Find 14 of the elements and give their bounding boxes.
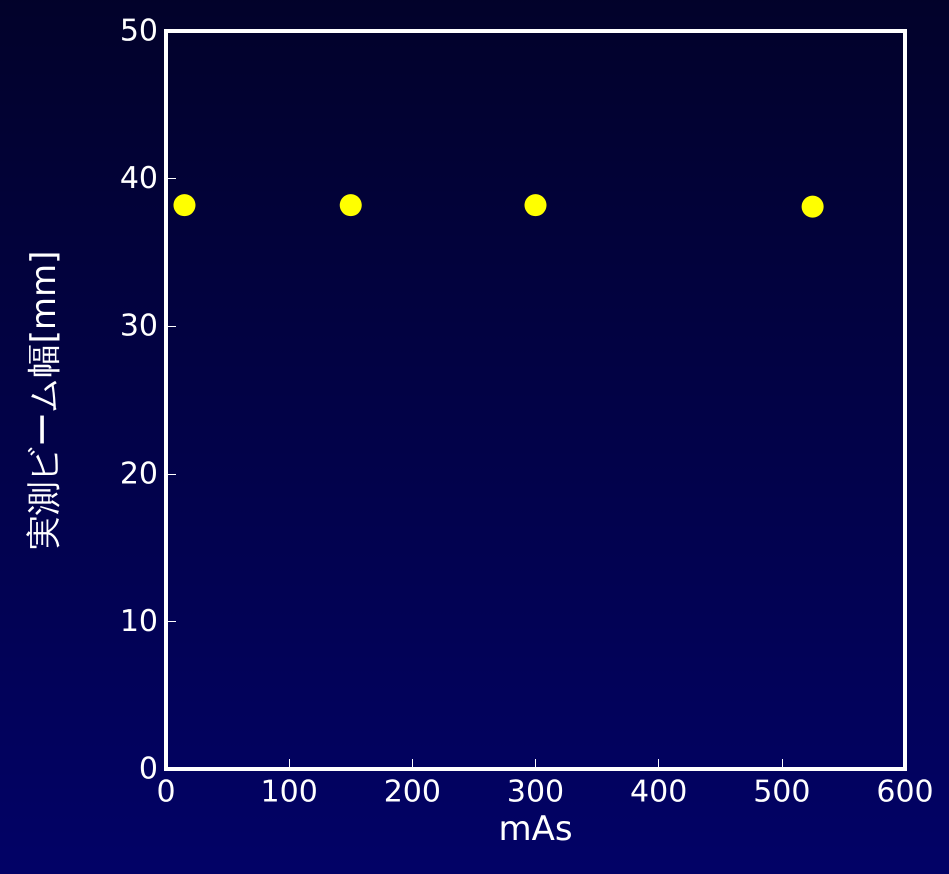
y-tick-label: 20	[120, 456, 158, 492]
x-tick-label: 100	[260, 774, 318, 810]
x-tick-label: 600	[876, 774, 934, 810]
y-tick-label: 10	[120, 604, 158, 639]
x-tick-label: 300	[506, 774, 564, 810]
y-axis-title: 実測ビーム幅[mm]	[24, 250, 64, 550]
x-tick-label: 500	[753, 774, 810, 810]
y-tick-label: 40	[120, 161, 158, 196]
x-axis-title: mAs	[498, 808, 573, 849]
x-tick-label: 200	[384, 774, 441, 810]
x-tick-label: 400	[630, 774, 688, 810]
y-tick-label: 0	[138, 752, 158, 786]
y-tick-label: 30	[120, 308, 158, 344]
y-tick-label: 50	[120, 14, 158, 48]
